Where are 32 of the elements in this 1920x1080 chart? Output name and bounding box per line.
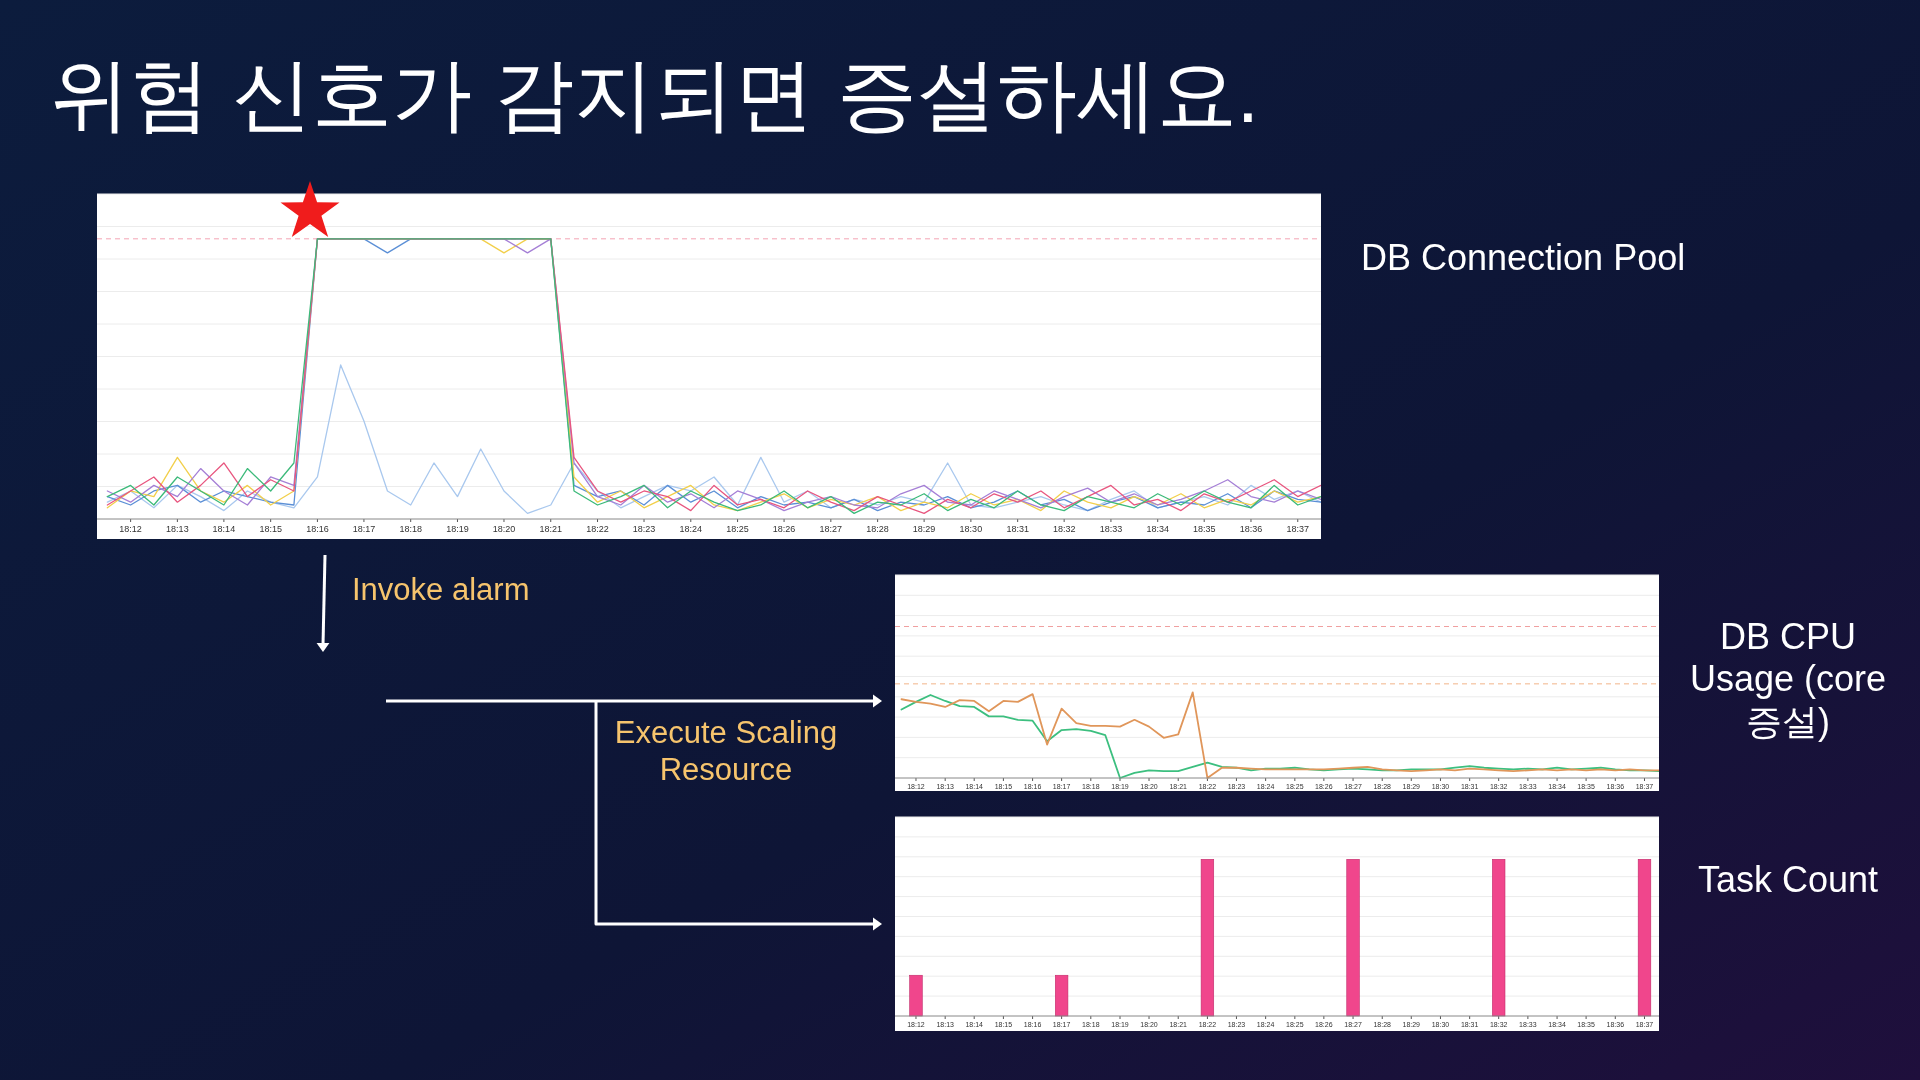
x-tick-label: 18:37 [1286, 524, 1310, 534]
text: Invoke alarm [352, 572, 530, 607]
x-tick-label: 18:30 [959, 524, 983, 534]
x-tick-label: 18:15 [259, 524, 282, 534]
x-tick-label: 18:22 [586, 524, 609, 534]
x-tick-label: 18:29 [912, 524, 936, 534]
x-tick-label: 18:20 [492, 524, 516, 534]
x-tick-label: 18:26 [772, 524, 796, 534]
x-tick-label: 18:27 [819, 524, 843, 534]
x-tick-label: 18:23 [632, 524, 656, 534]
x-tick-label: 18:25 [726, 524, 749, 534]
x-tick-label: 18:17 [352, 524, 376, 534]
x-tick-label: 18:34 [1146, 524, 1169, 534]
x-tick-label: 18:31 [1006, 524, 1029, 534]
x-tick-label: 18:32 [1052, 524, 1076, 534]
x-tick-label: 18:36 [1239, 524, 1263, 534]
x-tick-label: 18:24 [679, 524, 703, 534]
text: Task Count [1697, 859, 1879, 900]
x-tick-label: 18:21 [539, 524, 563, 534]
x-tick-label: 18:16 [306, 524, 329, 534]
x-tick-label: 18:35 [1192, 524, 1216, 534]
text: Execute Scaling Resource [614, 715, 838, 787]
x-tick-label: 18:13 [166, 524, 189, 534]
x-tick-label: 18:18 [399, 524, 422, 534]
x-tick-label: 18:19 [446, 524, 469, 534]
x-tick-label: 18:14 [212, 524, 236, 534]
text: 위험 신호가 감지되면 증설하세요. [50, 50, 1259, 139]
x-tick-label: 18:33 [1099, 524, 1123, 534]
text: DB Connection Pool [1361, 237, 1686, 278]
x-tick-label: 18:28 [866, 524, 889, 534]
text: DB CPU Usage (core 증설) [1689, 616, 1887, 742]
x-tick-label: 18:12 [119, 524, 142, 534]
